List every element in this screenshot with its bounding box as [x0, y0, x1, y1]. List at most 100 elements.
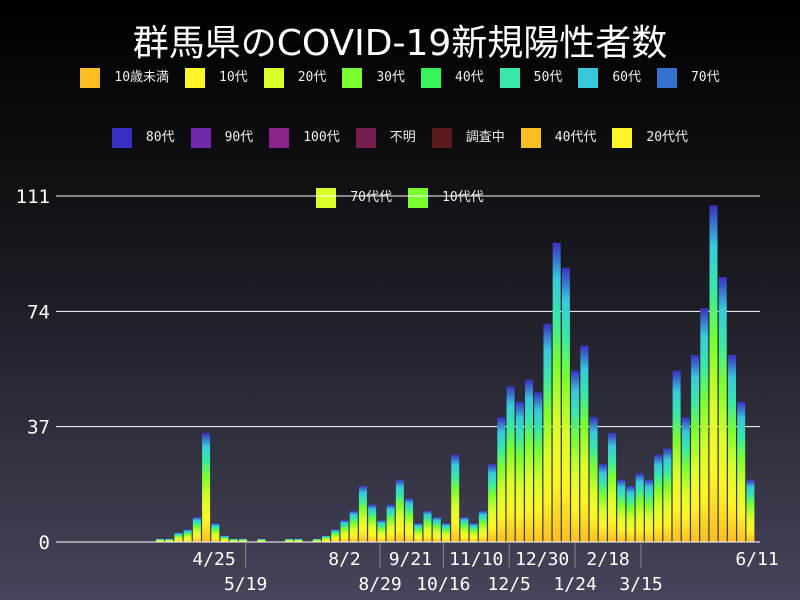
legend-swatch	[421, 68, 441, 88]
legend-swatch	[578, 68, 599, 88]
bar	[192, 517, 201, 542]
legend-label: 20代代	[646, 130, 689, 145]
bar	[654, 454, 663, 542]
legend-item: 調査中	[431, 128, 505, 148]
legend-swatch	[263, 68, 284, 88]
legend-label: 60代	[612, 70, 641, 85]
legend-item: 10歳未満	[80, 68, 169, 88]
legend-swatch	[185, 68, 206, 88]
legend-swatch	[190, 128, 211, 148]
bar	[451, 454, 460, 542]
legend-swatch	[316, 188, 337, 208]
legend-swatch	[342, 68, 363, 88]
legend-item: 20代	[263, 68, 327, 88]
bar	[580, 345, 589, 542]
bar	[358, 485, 367, 542]
legend-swatch	[431, 128, 452, 148]
bar	[155, 538, 164, 542]
bar	[534, 392, 543, 542]
legend-item: 30代	[342, 68, 405, 88]
bar	[497, 417, 506, 542]
x-tick-label: 8/2	[328, 549, 361, 570]
legend-label: 10代	[219, 70, 248, 85]
x-tick-label: 6/11	[735, 549, 778, 570]
bar	[238, 538, 247, 542]
legend-label: 調査中	[465, 130, 505, 145]
bar	[312, 538, 321, 542]
bar	[737, 401, 746, 542]
legend-label: 100代	[303, 130, 340, 145]
x-tick-label: 8/29	[358, 574, 401, 595]
legend-item: 40代	[421, 68, 484, 88]
bar	[561, 267, 570, 542]
bar	[349, 510, 358, 542]
bar	[469, 523, 478, 542]
bar	[608, 432, 617, 542]
y-tick-label: 0	[39, 532, 50, 554]
legend-label: 30代	[376, 70, 405, 85]
bar	[488, 464, 497, 542]
legend-swatch	[656, 68, 677, 88]
bar	[432, 517, 441, 542]
bar	[322, 535, 331, 542]
bar	[211, 523, 220, 542]
legend-item: 70代代	[316, 188, 392, 208]
legend-item: 80代	[111, 128, 175, 148]
x-tick-label: 1/24	[553, 574, 596, 595]
bar	[183, 529, 192, 542]
x-tick-label: 12/5	[488, 574, 531, 595]
bar	[681, 417, 690, 542]
bar	[441, 523, 450, 542]
bar	[718, 277, 727, 542]
bar	[617, 479, 626, 542]
bar	[672, 370, 681, 542]
legend-swatch	[499, 68, 520, 88]
bar	[626, 485, 635, 542]
legend-label: 10歳未満	[114, 70, 170, 85]
legend-swatch	[269, 128, 290, 148]
bar	[257, 538, 266, 542]
bar	[368, 504, 377, 542]
legend-item: 50代	[499, 68, 563, 88]
legend-label: 50代	[533, 70, 563, 85]
y-tick-label: 74	[27, 301, 50, 323]
legend-label: 80代	[145, 130, 175, 145]
legend-label: 20代	[297, 70, 327, 85]
bar	[700, 308, 709, 542]
legend-item: 10代	[185, 68, 248, 88]
bar	[663, 448, 672, 542]
bar	[589, 417, 598, 542]
legend-label: 70代	[690, 70, 720, 85]
y-tick-label: 37	[27, 417, 50, 439]
x-tick-label: 3/15	[619, 574, 662, 595]
bar	[571, 370, 580, 542]
bar	[174, 532, 183, 542]
legend-label: 90代	[224, 130, 254, 145]
bar	[220, 535, 229, 542]
bar	[414, 523, 423, 542]
legend-item: 60代	[578, 68, 641, 88]
bar	[202, 432, 211, 542]
legend-label: 10代代	[442, 190, 484, 205]
bar	[524, 379, 533, 542]
x-tick-label: 2/18	[586, 549, 629, 570]
bar	[478, 510, 487, 542]
legend-swatch	[612, 128, 633, 148]
bar	[598, 464, 607, 542]
legend-item: 20代代	[612, 128, 688, 148]
x-tick-label: 5/19	[224, 574, 267, 595]
legend-swatch	[111, 128, 132, 148]
bar	[331, 529, 340, 542]
legend-item: 100代	[269, 128, 340, 148]
bar	[644, 479, 653, 542]
legend-item: 10代代	[408, 188, 484, 208]
bar	[746, 479, 755, 542]
legend-swatch	[520, 128, 541, 148]
bar	[635, 473, 644, 542]
bar	[423, 510, 432, 542]
legend-label: 40代	[455, 70, 484, 85]
legend-item: 40代代	[520, 128, 596, 148]
bar	[395, 479, 404, 542]
bar	[340, 520, 349, 542]
bar	[165, 538, 174, 542]
